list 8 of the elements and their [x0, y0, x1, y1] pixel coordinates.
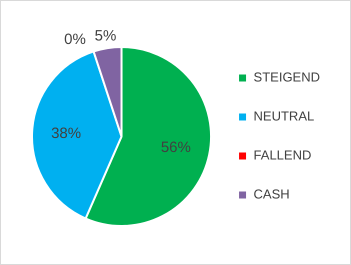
- data-label: 56%: [160, 139, 191, 156]
- legend-label: STEIGEND: [254, 70, 320, 85]
- legend-label: NEUTRAL: [254, 108, 314, 124]
- text: 0%: [64, 31, 86, 48]
- legend-label: FALLEND: [254, 148, 312, 163]
- data-label: 5%: [94, 27, 116, 44]
- data-label: 38%: [51, 125, 82, 142]
- legend-label: CASH: [254, 186, 290, 202]
